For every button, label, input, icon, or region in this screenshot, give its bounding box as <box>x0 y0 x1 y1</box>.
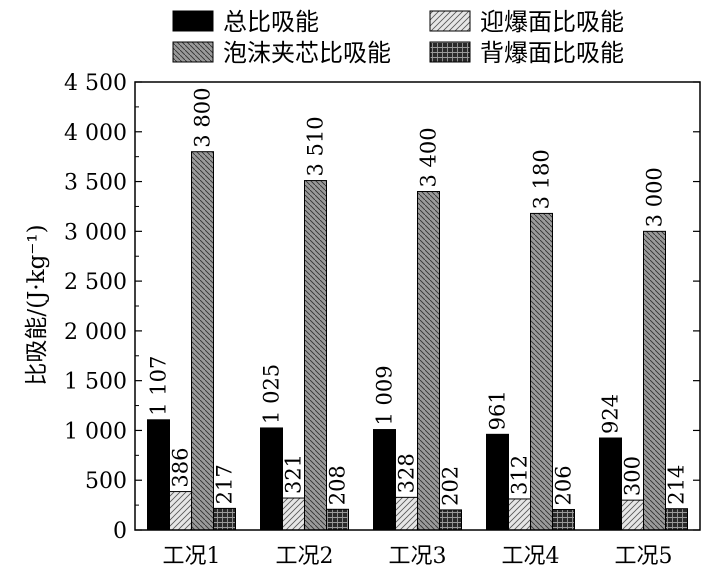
data-label: 3 800 <box>191 88 215 148</box>
x-tick-label: 工况2 <box>276 544 334 569</box>
bar <box>191 151 214 531</box>
data-label: 3 000 <box>643 167 667 227</box>
bar <box>508 498 531 531</box>
x-tick-label: 工况4 <box>502 544 560 569</box>
bar <box>373 429 396 531</box>
data-label: 3 400 <box>417 127 441 187</box>
bar <box>530 212 553 531</box>
y-tick-label: 2 500 <box>64 270 127 295</box>
bar <box>260 427 283 531</box>
legend-swatch <box>429 41 471 63</box>
y-tick-label: 1 000 <box>64 419 127 444</box>
bar <box>486 433 509 531</box>
legend-label: 总比吸能 <box>223 8 319 36</box>
bar <box>599 437 622 531</box>
legend-label: 泡沫夹芯比吸能 <box>223 39 391 67</box>
bar <box>282 497 305 531</box>
data-label: 206 <box>552 465 576 505</box>
y-tick-label: 4 000 <box>64 121 127 146</box>
data-label: 214 <box>665 465 689 505</box>
bar <box>665 508 688 531</box>
data-label: 1 107 <box>147 356 171 416</box>
axes-group: 0 500 1 000 1 500 2 000 2 500 3 000 3 500 4 000 4… <box>24 71 701 569</box>
legend-swatch <box>172 10 214 32</box>
data-label: 208 <box>326 465 350 505</box>
bar <box>213 507 236 531</box>
x-tick-label: 工况3 <box>389 544 447 569</box>
bar <box>621 499 644 531</box>
bars-group <box>147 151 688 531</box>
y-tick-label: 3 500 <box>64 171 127 196</box>
bar <box>169 491 192 531</box>
x-tick-label: 工况1 <box>163 544 221 569</box>
legend-swatch <box>172 41 214 63</box>
data-label: 961 <box>486 390 510 430</box>
bar <box>439 509 462 531</box>
value-labels-group: 1 107 386 3 800 217 1 025 321 3 510 208 1 009 328… <box>147 88 689 506</box>
bar <box>417 191 440 531</box>
data-label: 924 <box>599 394 623 434</box>
data-label: 386 <box>169 447 193 487</box>
bar <box>395 496 418 531</box>
bar <box>147 419 170 531</box>
y-tick-label: 3 000 <box>64 220 127 245</box>
y-tick-label: 0 <box>113 519 127 544</box>
y-tick-label: 2 000 <box>64 320 127 345</box>
data-label: 3 180 <box>530 149 554 209</box>
data-label: 1 009 <box>373 365 397 425</box>
x-tick-label: 工况5 <box>615 544 673 569</box>
data-label: 328 <box>395 453 419 493</box>
data-label: 300 <box>621 456 645 496</box>
data-label: 3 510 <box>304 116 328 176</box>
y-tick-label: 500 <box>85 469 127 494</box>
bar <box>304 180 327 531</box>
data-label: 202 <box>439 466 463 506</box>
y-tick-label: 4 500 <box>64 71 127 96</box>
bar <box>326 508 349 531</box>
data-label: 321 <box>282 454 306 494</box>
data-label: 312 <box>508 455 532 495</box>
legend-swatch <box>429 10 471 32</box>
legend-label: 迎爆面比吸能 <box>480 8 624 36</box>
bar <box>643 230 666 531</box>
data-label: 1 025 <box>260 364 284 424</box>
bar <box>552 508 575 531</box>
y-axis-label: 比吸能/(J·kg⁻¹) <box>24 224 50 385</box>
data-label: 217 <box>213 464 237 504</box>
y-tick-label: 1 500 <box>64 370 127 395</box>
legend-label: 背爆面比吸能 <box>480 39 624 67</box>
